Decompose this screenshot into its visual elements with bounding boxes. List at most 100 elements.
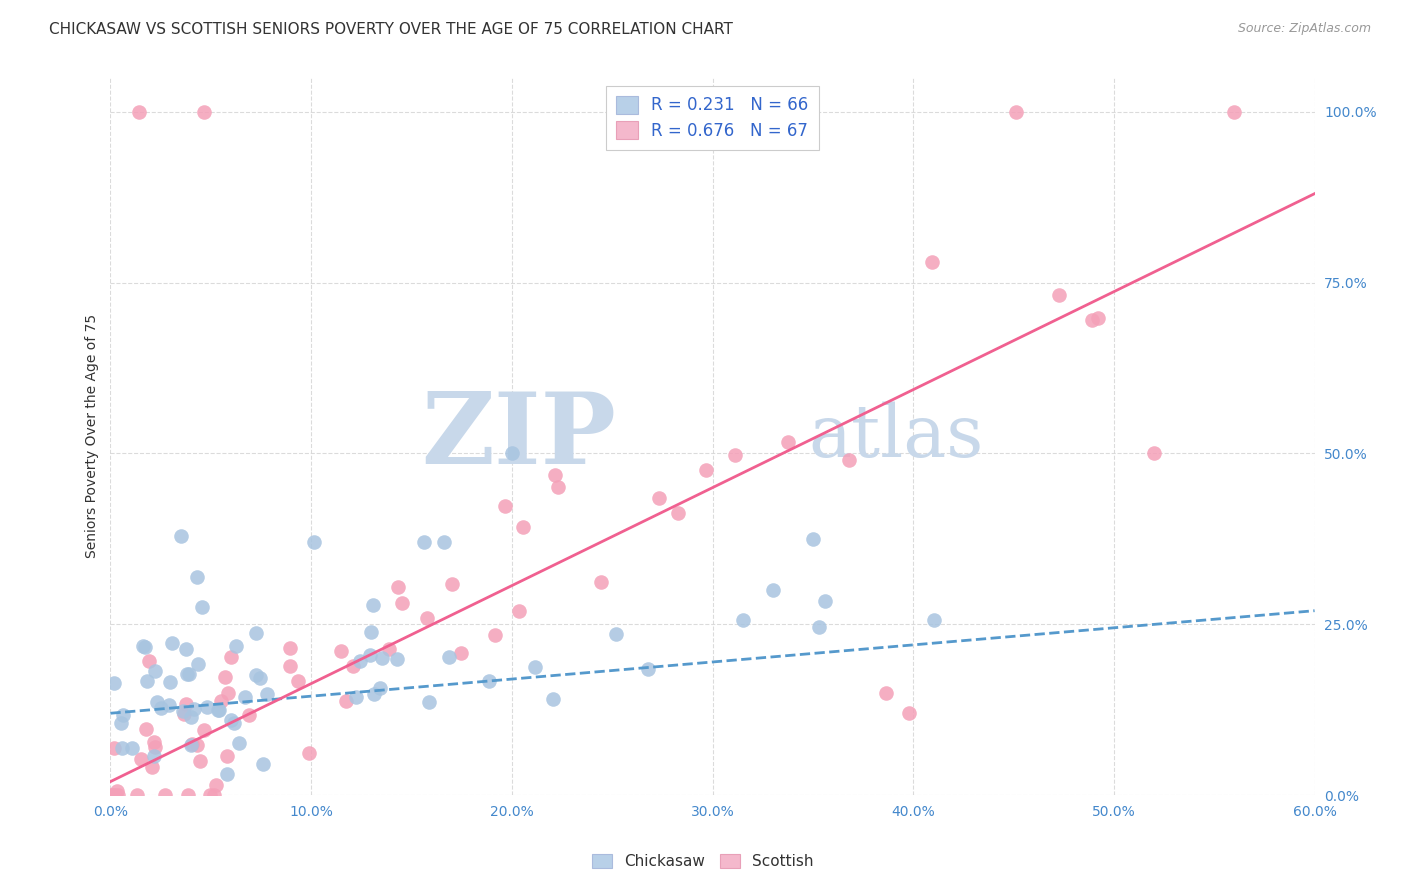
Point [378,641,401,656]
Point [359,648,381,663]
Point [219,649,242,664]
Point [160,636,183,650]
Point [225,639,247,653]
Point [238,707,260,722]
Point [814,594,837,608]
Point [193,723,215,737]
Point [198,789,221,803]
Point [298,747,321,761]
Point [637,663,659,677]
Point [724,448,747,462]
Point [415,611,437,625]
Point [138,654,160,668]
Point [478,674,501,689]
Point [149,701,172,715]
Point [921,255,943,269]
Point [136,673,159,688]
Legend: Chickasaw, Scottish: Chickasaw, Scottish [586,847,820,875]
Point [219,713,242,727]
Point [215,749,238,764]
Point [278,641,301,656]
Point [103,740,125,755]
Point [541,692,564,706]
Point [110,716,132,731]
Point [733,613,755,627]
Point [808,620,831,634]
Point [143,664,166,678]
Point [173,707,195,722]
Point [508,604,530,618]
Point [1143,446,1166,460]
Point [605,627,627,641]
Point [187,657,209,671]
Point [387,580,409,594]
Point [368,681,391,695]
Point [217,686,239,700]
Point [141,760,163,774]
Point [172,705,194,719]
Point [100,789,122,803]
Point [245,668,267,682]
Point [142,748,165,763]
Point [304,535,326,549]
Text: Source: ZipAtlas.com: Source: ZipAtlas.com [1237,22,1371,36]
Point [195,700,218,714]
Point [215,767,238,781]
Point [385,652,408,666]
Point [439,650,461,665]
Point [188,754,211,768]
Point [132,639,155,653]
Point [363,687,385,701]
Point [153,789,176,803]
Point [433,535,456,549]
Text: ZIP: ZIP [422,388,616,485]
Text: CHICKASAW VS SCOTTISH SENIORS POVERTY OVER THE AGE OF 75 CORRELATION CHART: CHICKASAW VS SCOTTISH SENIORS POVERTY OV… [49,22,733,37]
Point [695,463,717,477]
Point [245,626,267,640]
Point [494,499,516,513]
Point [176,789,198,803]
Point [776,434,799,449]
Point [1081,313,1104,327]
Point [838,453,860,467]
Point [252,756,274,771]
Point [801,532,824,546]
Point [370,650,392,665]
Point [128,104,150,119]
Point [450,646,472,660]
Y-axis label: Seniors Poverty Over the Age of 75: Seniors Poverty Over the Age of 75 [86,314,100,558]
Point [186,738,208,752]
Point [233,690,256,704]
Point [181,737,204,751]
Point [484,627,506,641]
Point [121,741,143,756]
Point [107,789,129,803]
Point [228,736,250,750]
Point [501,446,523,460]
Point [342,658,364,673]
Point [349,655,371,669]
Point [179,667,201,681]
Point [111,741,134,756]
Point [125,789,148,803]
Point [591,575,613,590]
Point [1087,311,1109,326]
Point [207,703,229,717]
Point [360,624,382,639]
Point [202,789,225,803]
Point [174,642,197,657]
Point [209,694,232,708]
Point [256,687,278,701]
Point [391,595,413,609]
Point [208,703,231,717]
Point [100,789,122,803]
Point [922,613,945,627]
Point [174,697,197,711]
Point [104,789,127,803]
Point [335,694,357,708]
Point [330,644,353,658]
Point [897,706,920,721]
Point [544,467,567,482]
Point [524,660,547,674]
Point [1005,104,1028,119]
